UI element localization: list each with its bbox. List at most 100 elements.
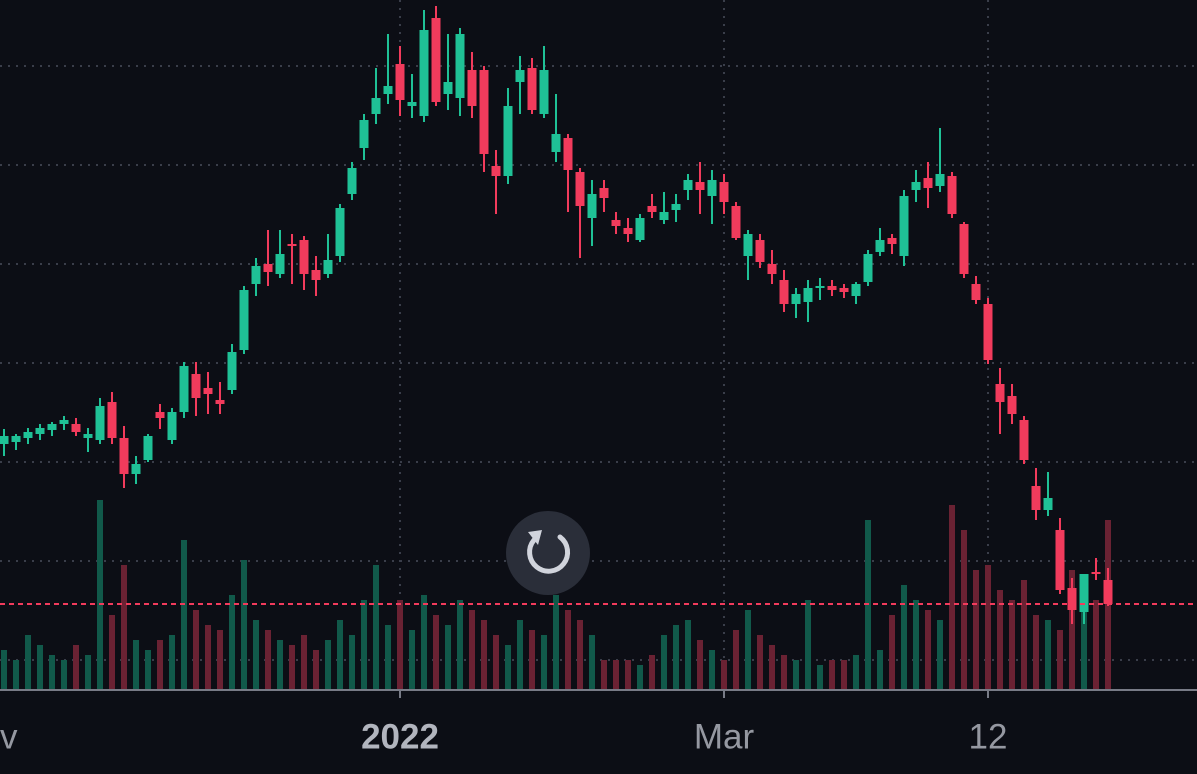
volume-bar — [853, 655, 859, 690]
volume-bar — [733, 630, 739, 690]
candle-body — [1091, 572, 1101, 574]
volume-bar — [829, 660, 835, 690]
candle-body — [347, 168, 357, 194]
candle-body — [599, 188, 609, 198]
candle-body — [239, 290, 249, 350]
candle-body — [251, 266, 261, 284]
volume-bar — [577, 620, 583, 690]
candle-body — [839, 288, 849, 292]
reset-icon[interactable] — [527, 534, 571, 574]
x-tick-label: v — [0, 717, 18, 756]
volume-bar — [133, 640, 139, 690]
volume-bar — [673, 625, 679, 690]
volume-bar — [229, 595, 235, 690]
volume-bar — [1033, 615, 1039, 690]
reset-button[interactable] — [506, 511, 590, 595]
volume-bar — [1057, 630, 1063, 690]
volume-bar — [325, 640, 331, 690]
candle-body — [407, 102, 417, 106]
candle-body — [455, 34, 465, 98]
volume-bar — [109, 615, 115, 690]
volume-bar — [361, 600, 367, 690]
candle-body — [551, 134, 561, 152]
volume-bar — [277, 640, 283, 690]
volume-bar — [1009, 600, 1015, 690]
volume-bar — [385, 625, 391, 690]
volume-bar — [841, 660, 847, 690]
candle-body — [587, 194, 597, 218]
candle-body — [1067, 588, 1077, 610]
volume-bar — [13, 660, 19, 690]
volume-bar — [481, 620, 487, 690]
candle-body — [143, 436, 153, 460]
candle-body — [527, 68, 537, 110]
volume-bar — [97, 500, 103, 690]
candle-body — [1043, 498, 1053, 510]
candle-body — [167, 412, 177, 440]
volume-bar — [397, 600, 403, 690]
candle-body — [263, 264, 273, 272]
volume-bar — [1081, 610, 1087, 690]
candle-body — [935, 174, 945, 186]
volume-bar — [613, 660, 619, 690]
candle-body — [119, 438, 129, 474]
volume-bar — [409, 630, 415, 690]
volume-bar — [73, 645, 79, 690]
candle-body — [371, 98, 381, 114]
volume-bar — [1045, 620, 1051, 690]
volume-bar — [589, 635, 595, 690]
candle-body — [827, 286, 837, 290]
candle-body — [59, 420, 69, 424]
volume-bar — [1021, 580, 1027, 690]
candle-body — [83, 434, 93, 438]
candle-body — [491, 166, 501, 176]
candle-body — [611, 220, 621, 226]
candle-body — [179, 366, 189, 412]
volume-bar — [781, 655, 787, 690]
candle-body — [443, 82, 453, 94]
volume-bar — [289, 645, 295, 690]
candle-body — [191, 374, 201, 398]
candle-body — [779, 280, 789, 304]
candle-body — [623, 228, 633, 234]
candle-body — [215, 400, 225, 404]
volume-bar — [205, 625, 211, 690]
candle-body — [575, 172, 585, 206]
volume-bar — [169, 635, 175, 690]
candle-body — [719, 182, 729, 202]
volume-bar — [193, 610, 199, 690]
candle-body — [467, 70, 477, 106]
volume-bar — [745, 610, 751, 690]
candle-body — [767, 264, 777, 274]
volume-bar — [757, 635, 763, 690]
x-tick-label: 12 — [969, 717, 1008, 756]
candle-body — [863, 254, 873, 282]
volume-bar — [469, 610, 475, 690]
candle-body — [335, 208, 345, 256]
candle-body — [659, 212, 669, 220]
reset-button-bg[interactable] — [506, 511, 590, 595]
volume-bar — [301, 635, 307, 690]
candle-body — [479, 70, 489, 154]
candle-body — [911, 182, 921, 190]
volume-bar — [997, 590, 1003, 690]
candle-body — [35, 428, 45, 434]
candle-body — [299, 240, 309, 274]
candle-body — [635, 218, 645, 240]
candle-body — [395, 64, 405, 100]
reset-arrow[interactable] — [528, 530, 542, 545]
volume-bar — [649, 655, 655, 690]
candle-body — [695, 182, 705, 190]
volume-bar — [145, 650, 151, 690]
volume-bar — [973, 570, 979, 690]
volume-bar — [769, 645, 775, 690]
volume-bar — [913, 600, 919, 690]
candle-body — [419, 30, 429, 116]
candle-body — [971, 284, 981, 300]
candle-body — [899, 196, 909, 256]
volume-bar — [157, 640, 163, 690]
volume-bar — [637, 665, 643, 690]
candle-body — [155, 412, 165, 418]
candle-body — [959, 224, 969, 274]
